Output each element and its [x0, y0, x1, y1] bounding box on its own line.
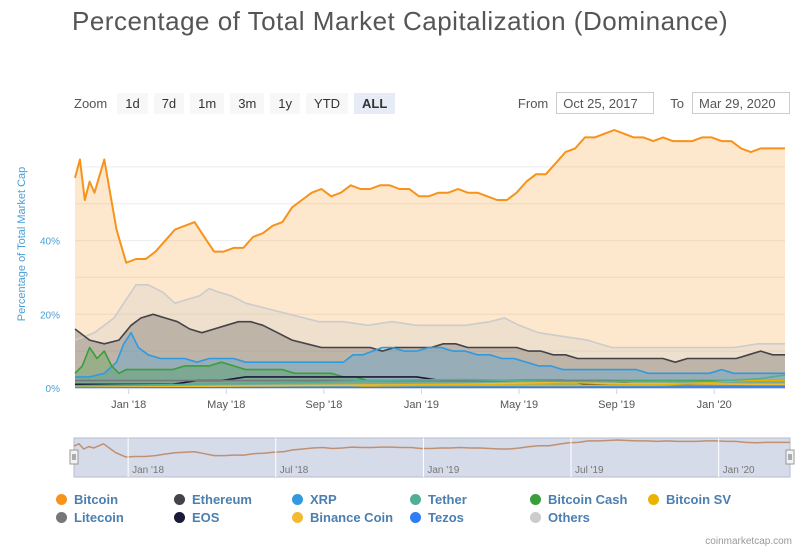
legend-item-others[interactable]: Others [530, 510, 590, 525]
series-line-binance-coin [74, 381, 785, 389]
to-date-input[interactable] [692, 92, 790, 114]
series-area-xrp [75, 332, 785, 388]
legend-label: Litecoin [74, 510, 124, 525]
series-line-ethereum [74, 313, 785, 364]
legend-marker-icon [174, 512, 185, 523]
legend-label: XRP [310, 492, 337, 507]
zoom-1y-button[interactable]: 1y [270, 92, 301, 114]
legend-label: Bitcoin Cash [548, 492, 628, 507]
x-tick-label: May '18 [207, 399, 245, 411]
zoom-all-button[interactable]: ALL [354, 92, 396, 114]
date-range: From To [518, 92, 790, 114]
legend-item-bitcoin[interactable]: Bitcoin [56, 492, 118, 507]
legend-marker-icon [56, 512, 67, 523]
legend-marker-icon [410, 494, 421, 505]
zoom-1d-button[interactable]: 1d [117, 92, 148, 114]
x-tick-label: Sep '19 [598, 399, 635, 411]
to-label: To [670, 95, 684, 111]
legend-item-xrp[interactable]: XRP [292, 492, 337, 507]
legend-item-tezos[interactable]: Tezos [410, 510, 464, 525]
legend-item-binance-coin[interactable]: Binance Coin [292, 510, 393, 525]
series-area-bitcoin-cash [75, 347, 785, 388]
navigator-tick-label: Jan '19 [427, 465, 459, 476]
legend-item-bitcoin-sv[interactable]: Bitcoin SV [648, 492, 731, 507]
legend-marker-icon [56, 494, 67, 505]
x-tick-label: Jan '19 [404, 399, 439, 411]
legend-label: Tether [428, 492, 467, 507]
y-tick-label: 20% [40, 310, 60, 321]
y-tick-label: 0% [46, 384, 61, 395]
zoom-label: Zoom [74, 95, 108, 111]
y-tick-label: 40% [40, 237, 60, 248]
legend-item-eos[interactable]: EOS [174, 510, 219, 525]
legend-label: Ethereum [192, 492, 252, 507]
navigator-tick-label: Jan '18 [132, 465, 164, 476]
series-area-bitcoin [75, 130, 785, 388]
legend-item-litecoin[interactable]: Litecoin [56, 510, 124, 525]
x-tick-label: Jan '20 [697, 399, 732, 411]
x-tick-label: Sep '18 [305, 399, 342, 411]
legend-marker-icon [648, 494, 659, 505]
navigator-left-handle[interactable] [69, 449, 79, 465]
legend-item-bitcoin-cash[interactable]: Bitcoin Cash [530, 492, 627, 507]
legend-item-ethereum[interactable]: Ethereum [174, 492, 252, 507]
navigator-right-handle[interactable] [785, 449, 795, 465]
legend-label: Binance Coin [310, 510, 394, 525]
legend-label: Bitcoin SV [666, 492, 732, 507]
series-line-tether [74, 374, 786, 387]
zoom-toolbar: Zoom 1d 7d 1m 3m 1y YTD ALL [74, 92, 396, 114]
legend-label: EOS [192, 510, 220, 525]
navigator-tick-label: Jul '18 [280, 465, 309, 476]
series-line-xrp [75, 331, 785, 378]
legend-label: Bitcoin [74, 492, 119, 507]
navigator-series-line [73, 439, 790, 458]
credits[interactable]: coinmarketcap.com [705, 536, 792, 547]
legend-item-tether[interactable]: Tether [410, 492, 467, 507]
zoom-ytd-button[interactable]: YTD [306, 92, 349, 114]
legend-marker-icon [292, 494, 303, 505]
navigator-tick-label: Jul '19 [575, 465, 604, 476]
legend-marker-icon [292, 512, 303, 523]
navigator-window [73, 437, 791, 478]
legend-label: Others [548, 510, 590, 525]
y-axis-title: Percentage of Total Market Cap [16, 167, 28, 322]
from-label: From [517, 95, 549, 111]
zoom-1m-button[interactable]: 1m [190, 92, 225, 114]
zoom-7d-button[interactable]: 7d [153, 92, 185, 114]
legend-marker-icon [530, 494, 541, 505]
legend-marker-icon [174, 494, 185, 505]
dominance-chart: 0% 20% 40% Percentage of Total Market Cap Ja… [16, 129, 795, 478]
legend-marker-icon [410, 512, 421, 523]
series-line-others [74, 283, 785, 349]
series-line-tezos [74, 386, 786, 389]
series-line-bitcoin [74, 129, 785, 264]
legend-marker-icon [530, 512, 541, 523]
chart-title: Percentage of Total Market Capitalizatio… [72, 6, 729, 36]
zoom-3m-button[interactable]: 3m [230, 92, 265, 114]
navigator-tick-label: Jan '20 [723, 465, 755, 476]
legend-label: Tezos [428, 510, 464, 525]
from-date-input[interactable] [556, 92, 655, 114]
x-tick-label: Jan '18 [111, 399, 146, 411]
x-tick-label: May '19 [500, 399, 538, 411]
